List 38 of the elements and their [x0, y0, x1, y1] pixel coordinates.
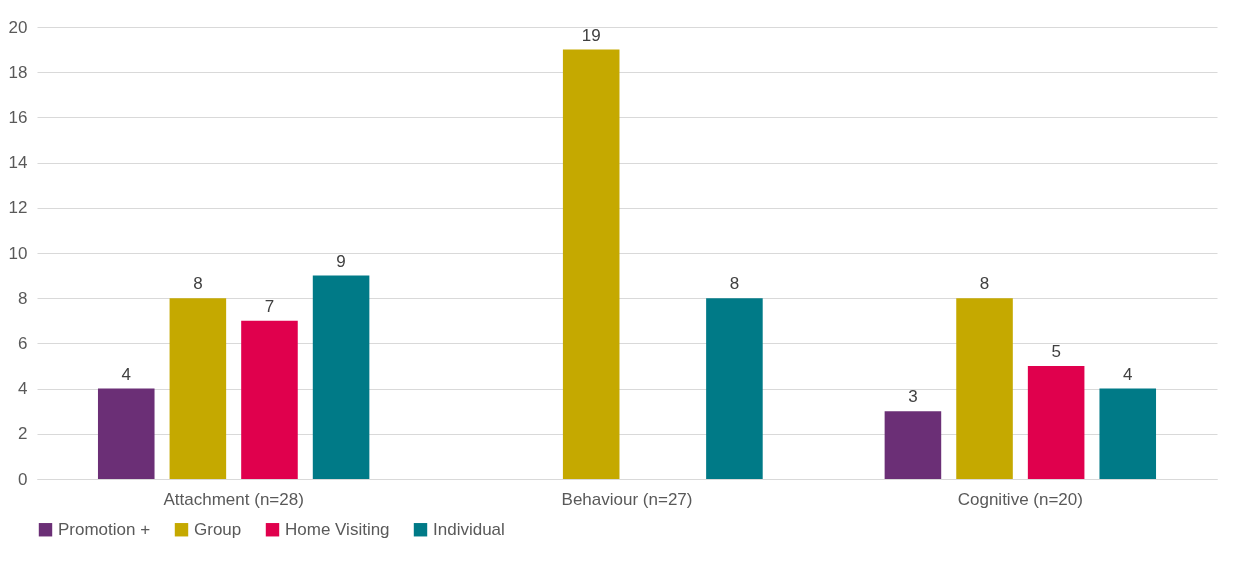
- data-label: 5: [1051, 342, 1061, 361]
- data-label: 8: [193, 274, 203, 294]
- bar: [956, 298, 1013, 479]
- y-tick-label: 14: [8, 153, 28, 173]
- bar: [1027, 366, 1085, 479]
- legend-label: Home Visiting: [285, 519, 390, 539]
- bar: [241, 320, 298, 479]
- y-tick-label: 16: [8, 107, 28, 127]
- data-label: 7: [264, 296, 275, 316]
- bar: [312, 275, 370, 479]
- y-tick-label: 4: [18, 379, 28, 399]
- y-tick-label: 12: [8, 198, 28, 218]
- bar: [169, 298, 227, 479]
- bar: [706, 298, 763, 479]
- bar: [884, 411, 942, 479]
- bar: [97, 388, 155, 479]
- x-tick-label: Behaviour (n=27): [561, 489, 693, 509]
- legend-label: Group: [194, 519, 242, 539]
- bar: [1099, 388, 1157, 479]
- y-tick-label: 18: [8, 62, 28, 82]
- legend-label: Individual: [433, 519, 505, 539]
- data-label: 19: [581, 25, 601, 45]
- y-tick-label: 0: [18, 469, 28, 489]
- data-label: 3: [908, 387, 918, 407]
- legend-label: Promotion +: [58, 519, 151, 539]
- data-label: 4: [121, 364, 131, 384]
- y-tick-label: 20: [8, 17, 28, 37]
- y-tick-label: 2: [18, 424, 28, 444]
- data-label: 4: [1123, 364, 1133, 384]
- data-label: 8: [979, 274, 990, 294]
- bar: [562, 49, 620, 479]
- data-label: 9: [336, 251, 346, 271]
- y-tick-label: 10: [8, 243, 28, 263]
- x-tick-label: Cognitive (n=20): [957, 489, 1083, 509]
- y-tick-label: 6: [18, 333, 28, 353]
- y-tick-label: 8: [18, 288, 28, 308]
- x-tick-label: Attachment (n=28): [163, 489, 304, 509]
- data-label: 8: [729, 274, 740, 294]
